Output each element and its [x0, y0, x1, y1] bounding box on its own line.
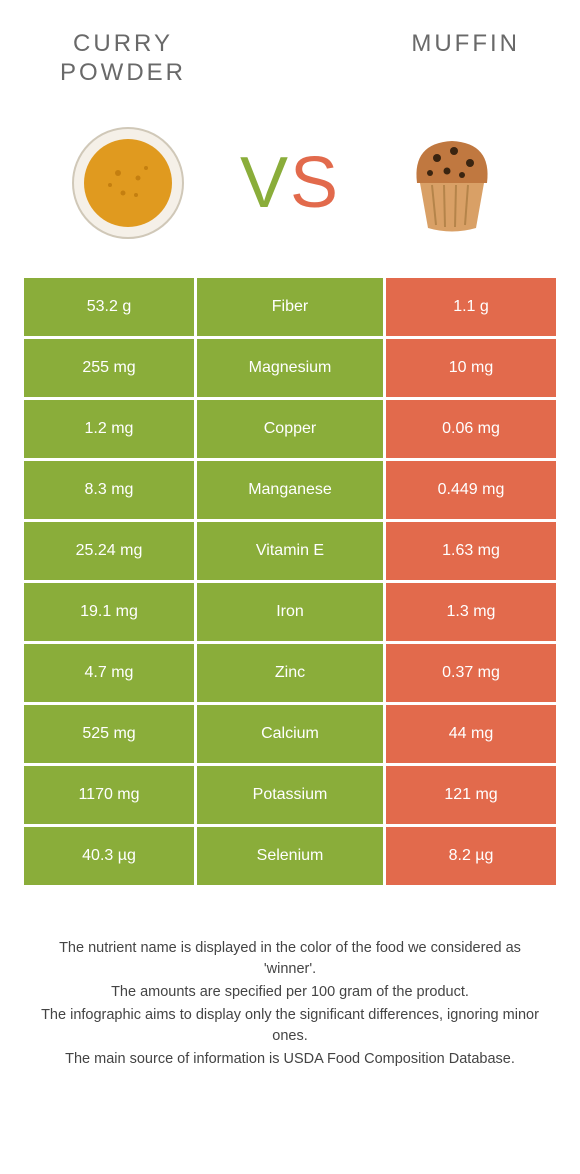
footnote-line: The infographic aims to display only the… — [40, 1005, 540, 1047]
right-value: 0.449 mg — [386, 461, 556, 519]
nutrient-name: Copper — [197, 400, 383, 458]
right-value: 44 mg — [386, 705, 556, 763]
footnotes: The nutrient name is displayed in the co… — [0, 888, 580, 1070]
left-value: 525 mg — [24, 705, 194, 763]
nutrient-row: 19.1 mgIron1.3 mg — [24, 583, 556, 641]
nutrient-row: 25.24 mgVitamin E1.63 mg — [24, 522, 556, 580]
nutrient-row: 53.2 gFiber1.1 g — [24, 278, 556, 336]
nutrient-name: Fiber — [197, 278, 383, 336]
nutrient-row: 1170 mgPotassium121 mg — [24, 766, 556, 824]
nutrient-name: Potassium — [197, 766, 383, 824]
left-value: 1.2 mg — [24, 400, 194, 458]
nutrient-row: 8.3 mgManganese0.449 mg — [24, 461, 556, 519]
left-value: 4.7 mg — [24, 644, 194, 702]
nutrient-row: 255 mgMagnesium10 mg — [24, 339, 556, 397]
left-value: 40.3 µg — [24, 827, 194, 885]
nutrient-name: Magnesium — [197, 339, 383, 397]
nutrient-name: Selenium — [197, 827, 383, 885]
nutrient-name: Vitamin E — [197, 522, 383, 580]
right-value: 8.2 µg — [386, 827, 556, 885]
right-value: 121 mg — [386, 766, 556, 824]
left-value: 53.2 g — [24, 278, 194, 336]
nutrient-name: Manganese — [197, 461, 383, 519]
nutrient-row: 1.2 mgCopper0.06 mg — [24, 400, 556, 458]
footnote-line: The nutrient name is displayed in the co… — [40, 938, 540, 980]
vs-s-letter: S — [290, 143, 340, 223]
right-value: 1.3 mg — [386, 583, 556, 641]
vs-label: VS — [240, 142, 340, 224]
nutrient-row: 4.7 mgZinc0.37 mg — [24, 644, 556, 702]
nutrient-row: 525 mgCalcium44 mg — [24, 705, 556, 763]
left-value: 19.1 mg — [24, 583, 194, 641]
footnote-line: The amounts are specified per 100 gram o… — [40, 982, 540, 1003]
right-value: 0.06 mg — [386, 400, 556, 458]
curry-icon — [68, 123, 188, 243]
right-food-title: MUFFIN — [411, 30, 520, 88]
muffin-icon — [392, 123, 512, 243]
nutrient-name: Calcium — [197, 705, 383, 763]
left-value: 8.3 mg — [24, 461, 194, 519]
left-food-title: CURRY POWDER — [60, 30, 186, 88]
nutrient-name: Iron — [197, 583, 383, 641]
right-value: 0.37 mg — [386, 644, 556, 702]
left-value: 255 mg — [24, 339, 194, 397]
right-value: 1.63 mg — [386, 522, 556, 580]
vs-v-letter: V — [240, 143, 290, 223]
curry-powder-image — [63, 118, 193, 248]
nutrient-row: 40.3 µgSelenium8.2 µg — [24, 827, 556, 885]
footnote-line: The main source of information is USDA F… — [40, 1049, 540, 1070]
muffin-image — [387, 118, 517, 248]
left-value: 25.24 mg — [24, 522, 194, 580]
right-value: 10 mg — [386, 339, 556, 397]
nutrient-name: Zinc — [197, 644, 383, 702]
right-value: 1.1 g — [386, 278, 556, 336]
nutrient-table: 53.2 gFiber1.1 g255 mgMagnesium10 mg1.2 … — [0, 278, 580, 885]
left-value: 1170 mg — [24, 766, 194, 824]
header: CURRY POWDER MUFFIN — [0, 0, 580, 108]
vs-row: VS — [0, 108, 580, 278]
